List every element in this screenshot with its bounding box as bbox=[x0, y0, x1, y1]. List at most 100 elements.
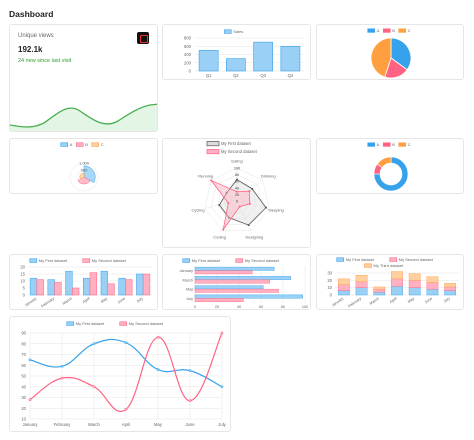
r-tick-label: 80 bbox=[235, 173, 239, 177]
bar bbox=[83, 277, 91, 296]
legend-swatch bbox=[223, 29, 232, 34]
legend-label: A bbox=[70, 142, 73, 147]
doughnut-card: A B C bbox=[316, 138, 464, 194]
y-tick-label: 800 bbox=[184, 36, 192, 41]
bar bbox=[194, 294, 304, 299]
radar-point bbox=[248, 202, 251, 205]
bar bbox=[65, 270, 73, 296]
bar bbox=[253, 41, 273, 72]
legend-label: A bbox=[377, 28, 380, 33]
legend-swatch bbox=[29, 258, 38, 263]
unique-views-label: Unique views bbox=[18, 33, 54, 39]
legend-swatch bbox=[364, 263, 372, 268]
bar-segment bbox=[355, 281, 368, 288]
radar-point bbox=[248, 190, 251, 193]
x-tick-label: May bbox=[100, 296, 108, 303]
x-tick-label: 80 bbox=[281, 305, 285, 309]
radar-point bbox=[238, 205, 241, 208]
views-sparkline bbox=[10, 103, 157, 131]
horizontal-bar-chart: My First dataset My Second dataset 0 20 40 60… bbox=[179, 258, 308, 309]
bar-segment bbox=[373, 291, 386, 296]
bar-segment bbox=[408, 287, 421, 296]
line-point bbox=[188, 399, 192, 403]
radar-point bbox=[236, 190, 238, 193]
bar-segment bbox=[337, 284, 350, 291]
radar-grid-ring bbox=[204, 167, 270, 231]
legend-label: My Second dataset bbox=[92, 258, 127, 263]
bar bbox=[107, 283, 115, 296]
y-tick-label: 10 bbox=[327, 285, 332, 290]
y-tick-label: 90 bbox=[21, 331, 26, 336]
y-tick-label: 200 bbox=[184, 60, 192, 65]
legend-label: My Second dataset bbox=[399, 257, 434, 262]
bar bbox=[194, 276, 291, 280]
legend-label: C bbox=[408, 28, 411, 33]
bar bbox=[194, 266, 275, 271]
line-point bbox=[60, 364, 64, 368]
x-tick-label: March bbox=[88, 422, 100, 427]
radar-spoke bbox=[204, 200, 238, 209]
pie-slice bbox=[370, 37, 392, 78]
legend-label: My Second dataset bbox=[129, 321, 164, 326]
legend-swatch bbox=[206, 149, 220, 155]
doughnut-chart: A B C bbox=[367, 142, 411, 192]
sparkline-line bbox=[10, 103, 157, 128]
line-point bbox=[124, 341, 128, 345]
polar-segment bbox=[77, 176, 91, 185]
horizontal-bar-card: My First dataset My Second dataset 0 20 40 60… bbox=[162, 254, 311, 310]
legend-label: My First dataset bbox=[346, 257, 375, 262]
y-tick-label: May bbox=[186, 288, 193, 292]
bar-segment bbox=[426, 282, 439, 290]
radar-point bbox=[247, 224, 250, 227]
bar bbox=[280, 45, 301, 72]
x-tick-label: April bbox=[389, 296, 398, 304]
legend-swatch bbox=[382, 28, 391, 33]
legend-label: B bbox=[85, 142, 88, 147]
bar-segment bbox=[426, 288, 439, 296]
bar bbox=[47, 279, 55, 296]
x-tick-label: January bbox=[24, 296, 37, 307]
legend-swatch bbox=[235, 258, 244, 263]
r-tick-label: 20 bbox=[235, 193, 239, 197]
y-tick-label: 10 bbox=[20, 279, 25, 284]
legend-label: C bbox=[408, 142, 411, 147]
x-tick-label: May bbox=[154, 422, 163, 427]
legend-label: B bbox=[392, 28, 395, 33]
y-tick-label: 5 bbox=[23, 286, 26, 291]
polar-segment bbox=[79, 172, 85, 180]
radar-spoke bbox=[211, 180, 238, 202]
bar bbox=[54, 282, 62, 296]
radar-grid-ring bbox=[210, 174, 264, 226]
x-tick-label: 40 bbox=[237, 305, 241, 309]
x-tick-label: February bbox=[40, 296, 55, 308]
x-tick-label: June bbox=[185, 422, 195, 427]
x-tick-label: March bbox=[62, 297, 73, 306]
radar-point bbox=[218, 204, 221, 207]
y-tick-label: 50 bbox=[21, 374, 26, 379]
radar-point bbox=[251, 187, 254, 190]
r-tick-label: 1,000 bbox=[79, 161, 90, 166]
radar-axis-label: Sleeping bbox=[268, 207, 284, 212]
radar-grid-ring bbox=[230, 194, 244, 208]
legend-swatch bbox=[367, 28, 376, 33]
unique-views-card: Unique views 192.1k 24 new since last vi… bbox=[9, 24, 158, 132]
legend-label: My First dataset bbox=[192, 258, 221, 263]
bar bbox=[142, 273, 151, 296]
legend-swatch bbox=[206, 141, 220, 147]
line-point bbox=[28, 358, 32, 362]
bar bbox=[194, 270, 253, 275]
x-tick-label: 100 bbox=[302, 305, 308, 309]
bar bbox=[194, 288, 279, 293]
y-tick-label: 0 bbox=[23, 293, 26, 298]
legend-label: C bbox=[101, 142, 104, 147]
polar-area-card: A B C 1,000 500 bbox=[9, 138, 158, 194]
legend-label: Sales bbox=[233, 29, 243, 34]
x-tick-label: Q1 bbox=[206, 73, 212, 78]
legend-swatch bbox=[75, 142, 84, 147]
x-tick-label: July bbox=[136, 296, 144, 303]
x-tick-label: April bbox=[122, 422, 130, 427]
x-tick-label: January bbox=[331, 296, 344, 307]
bar bbox=[29, 277, 38, 296]
line-point bbox=[220, 385, 224, 389]
